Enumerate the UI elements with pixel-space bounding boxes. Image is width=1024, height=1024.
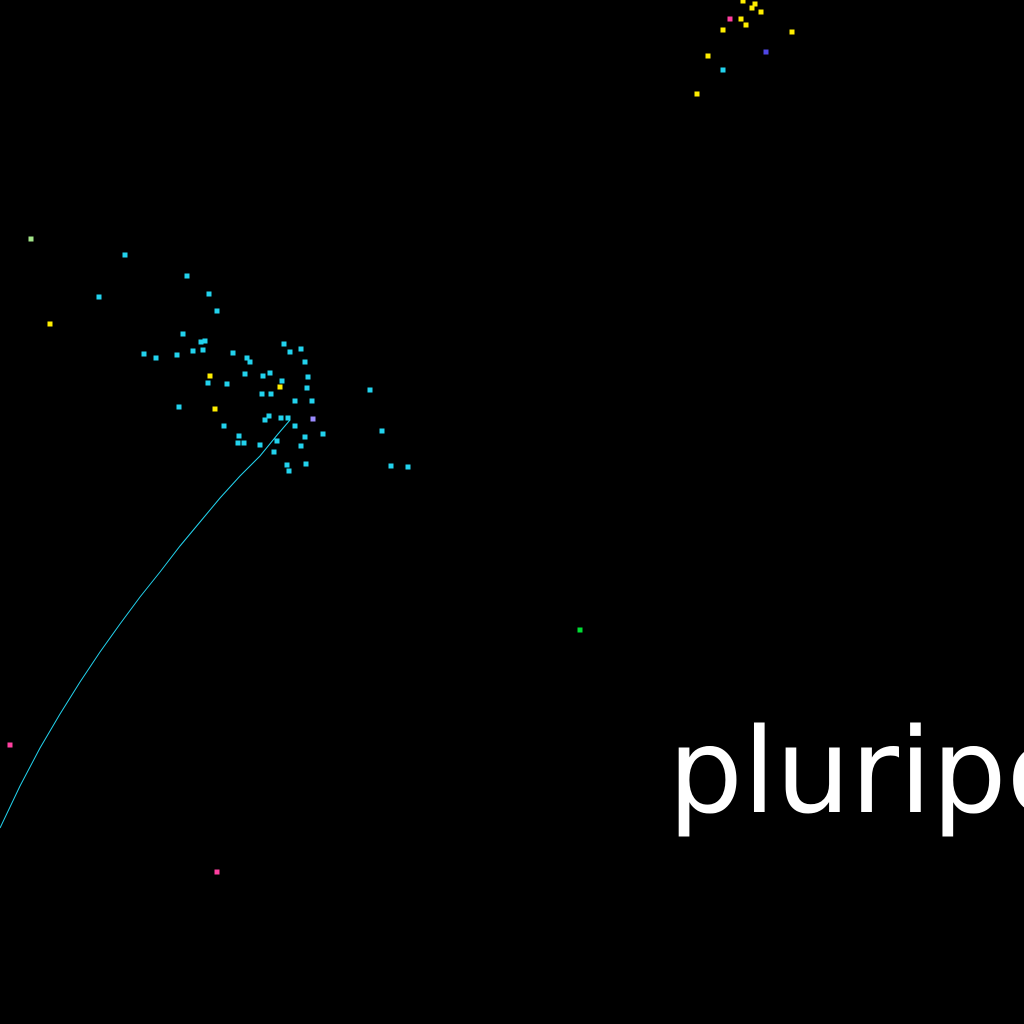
series-6-group bbox=[28, 236, 34, 242]
data-point bbox=[705, 53, 711, 59]
series-4-group bbox=[310, 416, 316, 422]
data-point bbox=[221, 423, 227, 429]
data-point bbox=[206, 291, 212, 297]
data-point bbox=[279, 378, 285, 384]
data-point bbox=[367, 387, 373, 393]
data-point bbox=[298, 443, 304, 449]
data-point bbox=[789, 29, 795, 35]
data-point bbox=[96, 294, 102, 300]
data-point bbox=[230, 350, 236, 356]
data-point bbox=[190, 348, 196, 354]
data-point bbox=[309, 398, 315, 404]
data-point bbox=[304, 385, 310, 391]
data-point bbox=[214, 308, 220, 314]
data-point bbox=[176, 404, 182, 410]
data-point bbox=[200, 347, 206, 353]
data-point bbox=[28, 236, 34, 242]
data-point bbox=[305, 374, 311, 380]
data-point bbox=[577, 627, 583, 633]
series-1-group bbox=[47, 0, 795, 412]
data-point bbox=[405, 464, 411, 470]
data-point bbox=[267, 370, 273, 376]
series-3-group bbox=[763, 49, 769, 55]
data-point bbox=[244, 355, 250, 361]
points-layer bbox=[7, 0, 795, 875]
data-point bbox=[738, 16, 744, 22]
data-point bbox=[310, 416, 316, 422]
data-point bbox=[303, 461, 309, 467]
data-point bbox=[379, 428, 385, 434]
data-point bbox=[207, 373, 213, 379]
data-point bbox=[763, 49, 769, 55]
data-point bbox=[174, 352, 180, 358]
data-point bbox=[235, 440, 241, 446]
data-point bbox=[202, 338, 208, 344]
data-point bbox=[277, 384, 283, 390]
data-point bbox=[205, 380, 211, 386]
data-point bbox=[284, 462, 290, 468]
data-point bbox=[320, 431, 326, 437]
data-point bbox=[302, 359, 308, 365]
data-point bbox=[266, 413, 272, 419]
data-point bbox=[740, 0, 746, 4]
data-point bbox=[236, 433, 242, 439]
data-point bbox=[141, 351, 147, 357]
data-point bbox=[241, 440, 247, 446]
data-point bbox=[153, 355, 159, 361]
data-point bbox=[242, 371, 248, 377]
series-5-group bbox=[577, 627, 583, 633]
data-point bbox=[247, 359, 253, 365]
data-point bbox=[212, 406, 218, 412]
data-point bbox=[47, 321, 53, 327]
series-2-group bbox=[7, 16, 733, 875]
data-point bbox=[262, 417, 268, 423]
data-point bbox=[758, 9, 764, 15]
trajectory-line bbox=[0, 419, 291, 829]
data-point bbox=[184, 273, 190, 279]
data-point bbox=[285, 415, 291, 421]
data-point bbox=[180, 331, 186, 337]
data-point bbox=[292, 423, 298, 429]
data-point bbox=[198, 339, 204, 345]
data-point bbox=[720, 67, 726, 73]
data-point bbox=[286, 468, 292, 474]
data-point bbox=[224, 381, 230, 387]
data-point bbox=[302, 434, 308, 440]
data-point bbox=[727, 16, 733, 22]
data-point bbox=[268, 391, 274, 397]
data-point bbox=[287, 349, 293, 355]
series-0-group bbox=[96, 67, 726, 474]
data-point bbox=[752, 1, 758, 7]
data-point bbox=[292, 398, 298, 404]
data-point bbox=[694, 91, 700, 97]
data-point bbox=[281, 341, 287, 347]
data-point bbox=[388, 463, 394, 469]
data-point bbox=[260, 373, 266, 379]
data-point bbox=[278, 415, 284, 421]
trajectory-layer bbox=[0, 419, 291, 829]
cluster-annotation-label: pluripo bbox=[668, 702, 1024, 840]
data-point bbox=[749, 5, 755, 11]
data-point bbox=[720, 27, 726, 33]
data-point bbox=[7, 742, 13, 748]
data-point bbox=[271, 449, 277, 455]
data-point bbox=[298, 346, 304, 352]
data-point bbox=[214, 869, 220, 875]
data-point bbox=[274, 438, 280, 444]
data-point bbox=[122, 252, 128, 258]
data-point bbox=[743, 22, 749, 28]
data-point bbox=[259, 391, 265, 397]
data-point bbox=[257, 442, 263, 448]
